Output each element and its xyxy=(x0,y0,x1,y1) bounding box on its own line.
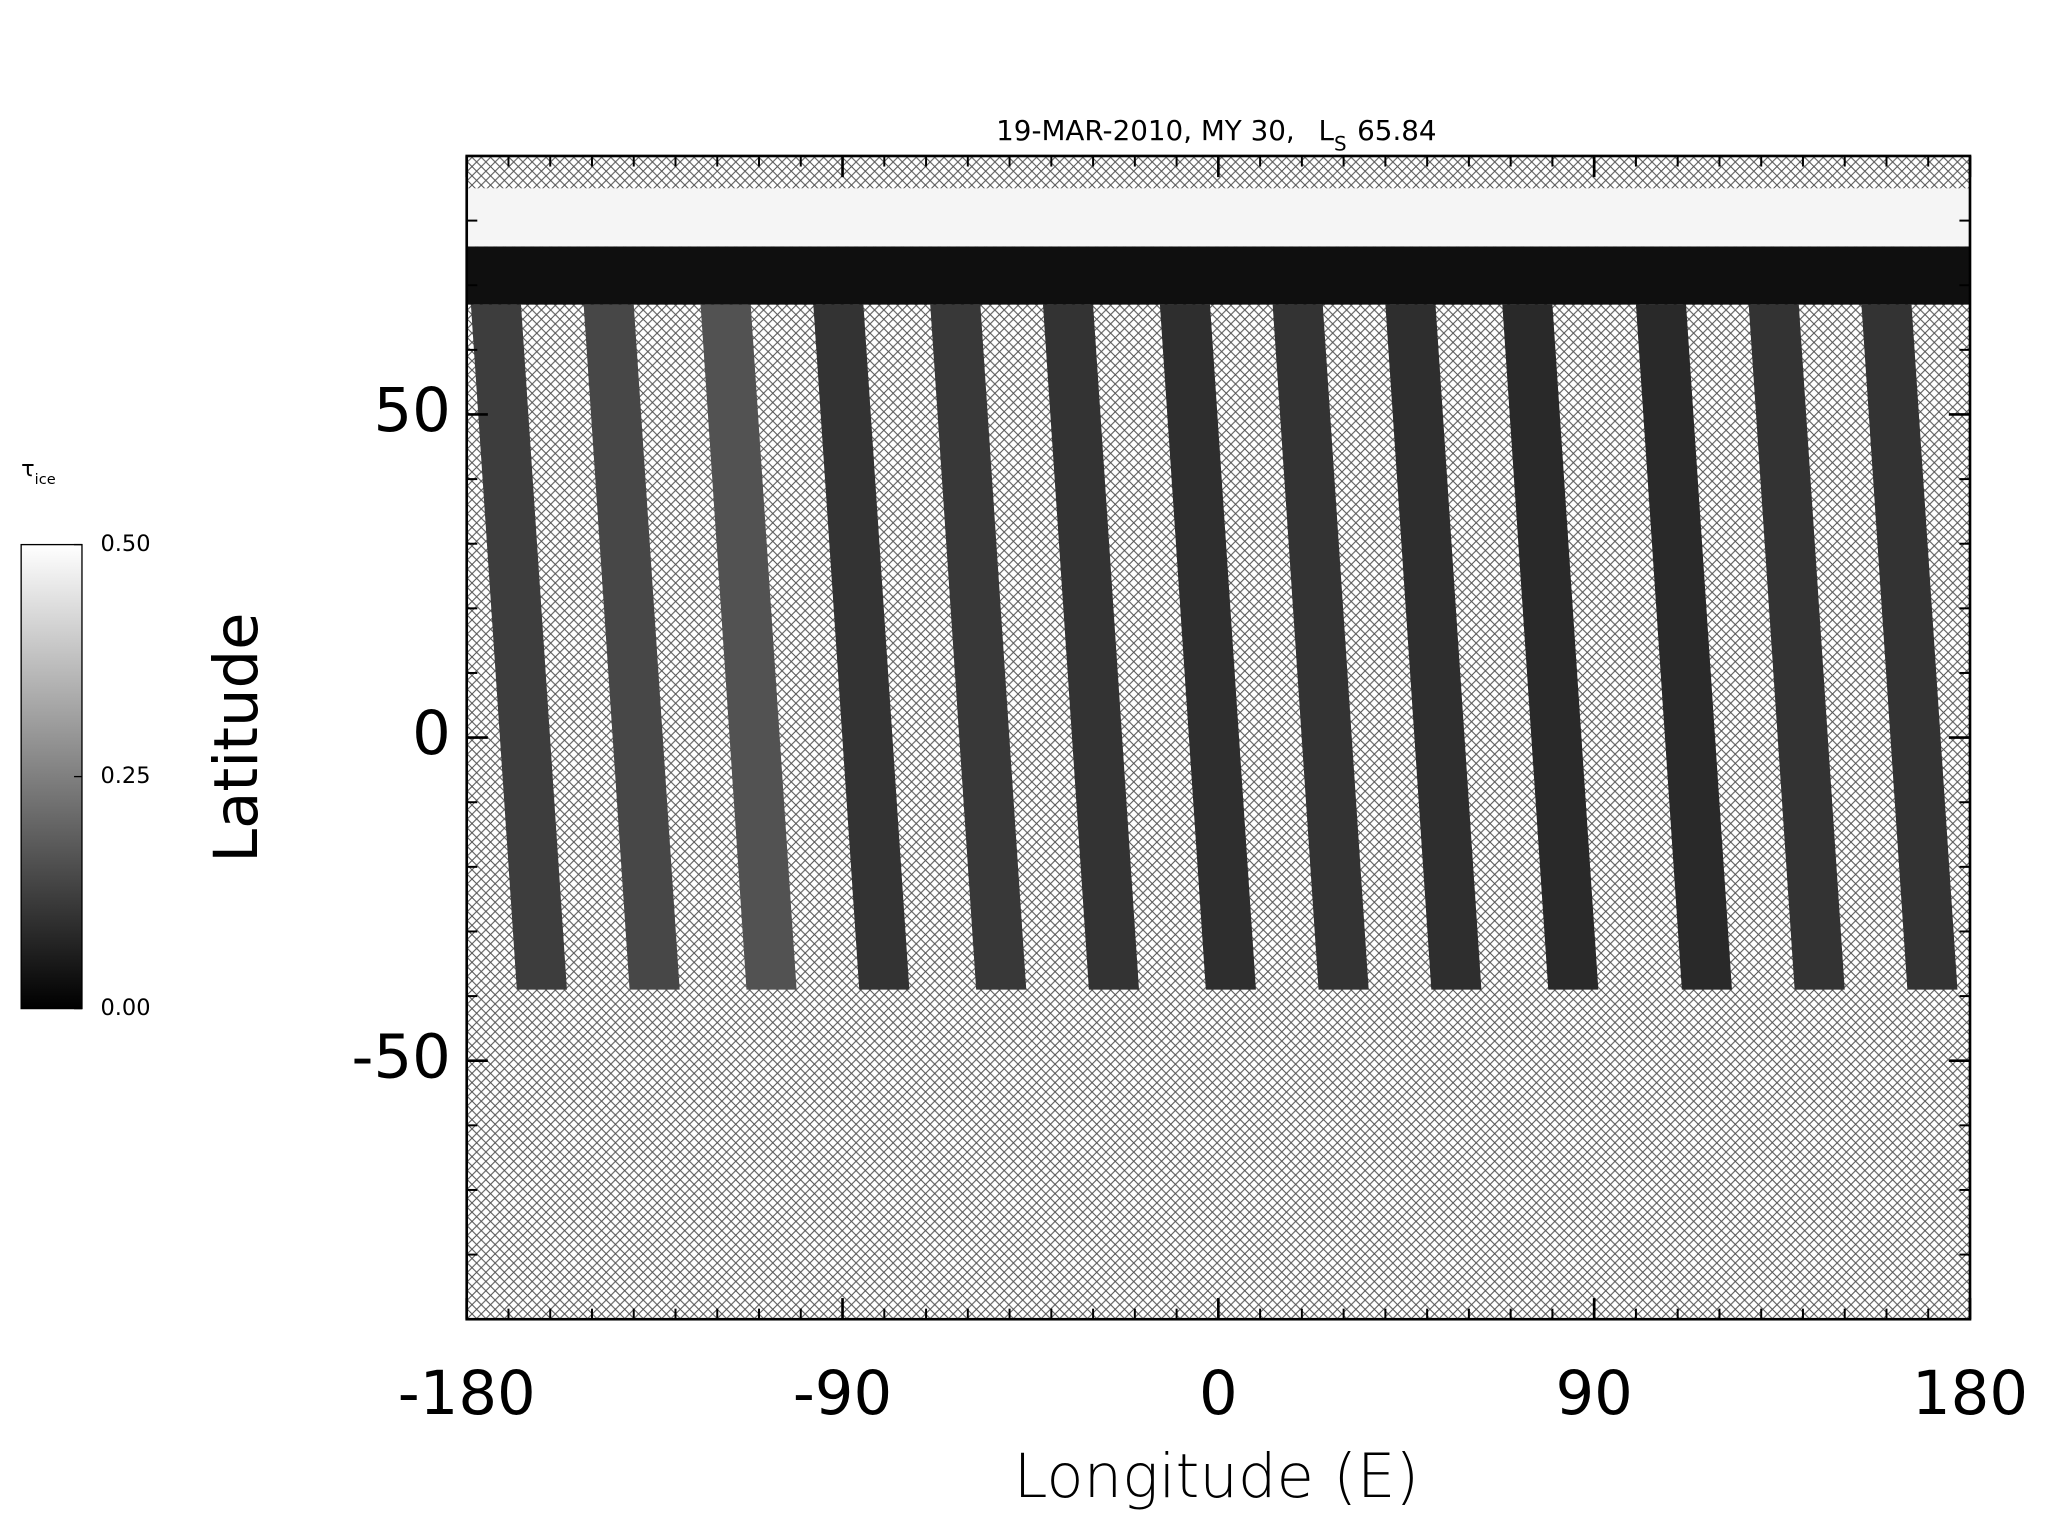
y-tick-label: 0 xyxy=(412,699,451,769)
colorbar-symbol: τ xyxy=(21,456,35,482)
x-tick-label: 0 xyxy=(1199,1359,1238,1429)
x-tick-label: 180 xyxy=(1912,1359,2028,1429)
plot-area xyxy=(466,155,1970,1320)
colorbar-tick-label: 0.25 xyxy=(100,763,150,789)
swath xyxy=(930,304,1027,990)
title-text: 19-MAR-2010, MY 30, xyxy=(996,114,1295,147)
swath xyxy=(700,304,797,990)
swath xyxy=(583,304,680,990)
colorbar-tick-label: 0.50 xyxy=(100,531,150,557)
x-tick-label: 90 xyxy=(1555,1359,1632,1429)
swath xyxy=(1272,304,1369,990)
title-ls-value: 65.84 xyxy=(1357,114,1436,147)
title-ls-sub: S xyxy=(1334,133,1347,156)
title-ls: L xyxy=(1319,114,1335,147)
swath xyxy=(813,304,910,990)
swath xyxy=(1502,304,1599,990)
swath xyxy=(1635,304,1732,990)
swath xyxy=(1385,304,1482,990)
x-tick-label: -90 xyxy=(793,1359,892,1429)
y-tick-label: 50 xyxy=(373,376,450,446)
swath xyxy=(1042,304,1140,990)
swath xyxy=(1861,304,1958,990)
lat-band xyxy=(466,188,1970,247)
colorbar-label: τice xyxy=(21,456,56,488)
swath xyxy=(470,304,567,990)
colorbar xyxy=(20,543,83,1010)
x-axis-label: Longitude (E) xyxy=(1014,1442,1419,1512)
y-tick-label: -50 xyxy=(352,1022,451,1092)
colorbar-subscript: ice xyxy=(35,472,56,488)
chart-title: 19-MAR-2010, MY 30, LS 65.84 xyxy=(996,114,1436,156)
y-axis-label: Latitude xyxy=(202,612,272,862)
colorbar-tick-label: 0.00 xyxy=(100,995,150,1021)
lat-band xyxy=(466,246,1970,305)
x-tick-label: -180 xyxy=(398,1359,536,1429)
swath xyxy=(1748,304,1845,990)
swath xyxy=(1159,304,1256,990)
